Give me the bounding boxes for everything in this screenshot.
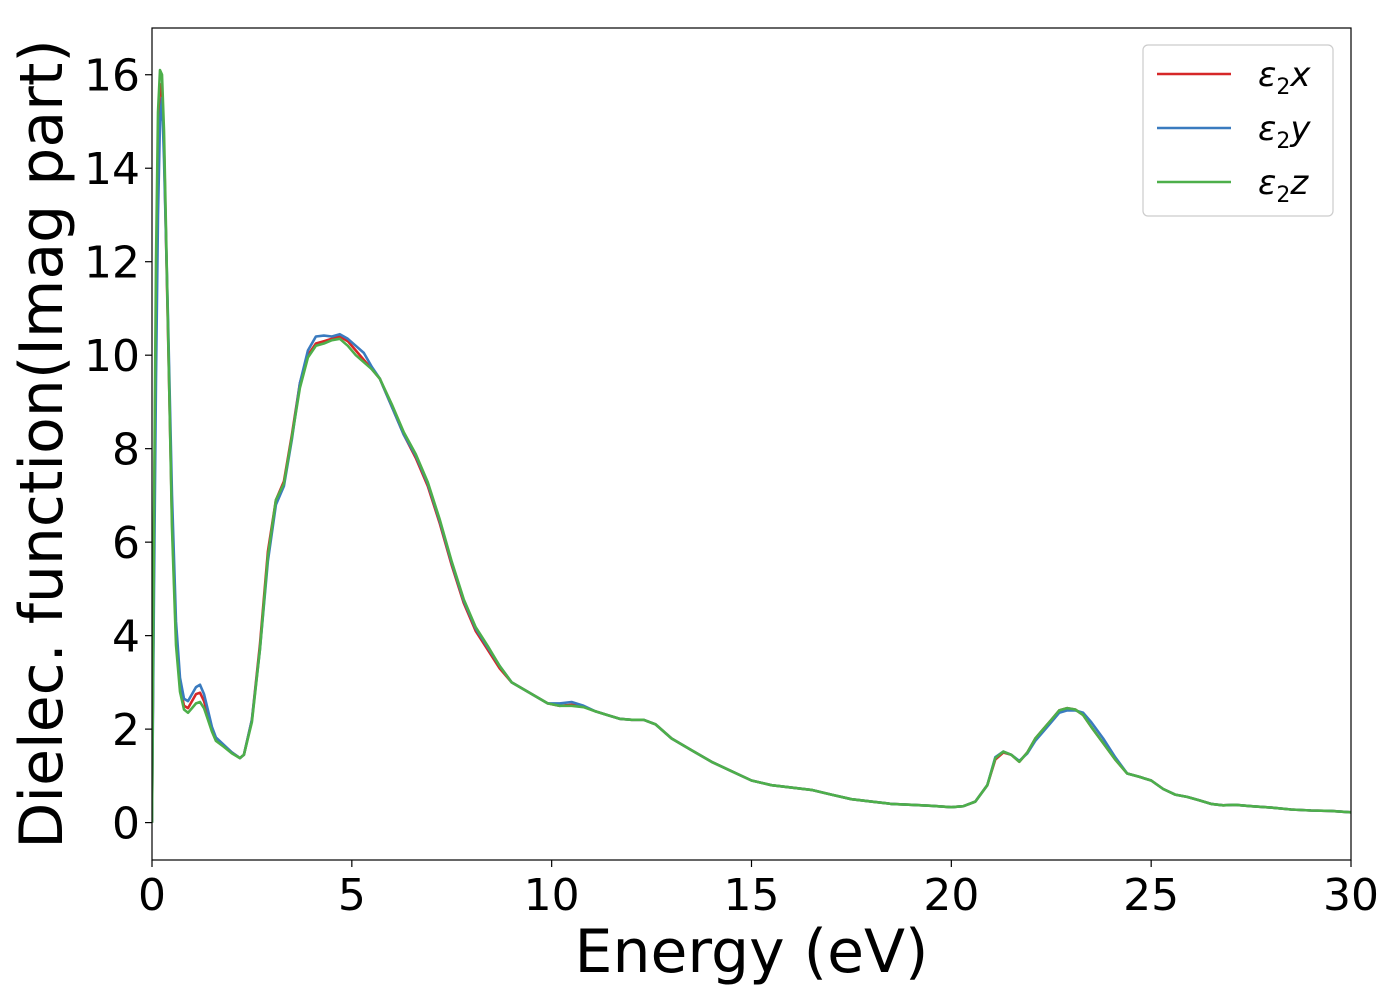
x-tick-label: 10 <box>524 870 580 921</box>
y-tick-label: 10 <box>84 331 140 382</box>
series-line-z <box>152 68 1351 823</box>
x-tick-label: 5 <box>338 870 366 921</box>
x-tick-label: 25 <box>1123 870 1179 921</box>
legend-label-x: ε2x <box>1258 55 1311 100</box>
x-axis: 0 5 10 15 20 25 30 <box>138 860 1379 921</box>
series-layer <box>152 68 1351 823</box>
y-tick-label: 14 <box>84 144 140 195</box>
legend-label-z: ε2z <box>1258 163 1309 208</box>
y-tick-label: 6 <box>112 518 140 569</box>
legend-box <box>1142 44 1334 217</box>
y-tick-label: 2 <box>112 705 140 756</box>
x-axis-label: Energy (eV) <box>575 917 929 987</box>
series-line-y <box>152 96 1351 823</box>
y-axis-label: Dielec. function(Imag part) <box>7 39 77 849</box>
y-axis: 0 2 4 6 8 10 12 14 16 <box>84 51 152 850</box>
x-tick-label: 30 <box>1323 870 1379 921</box>
y-tick-label: 16 <box>84 51 140 102</box>
y-tick-label: 8 <box>112 425 140 476</box>
y-tick-label: 0 <box>112 799 140 850</box>
x-tick-label: 0 <box>138 870 166 921</box>
y-tick-label: 12 <box>84 238 140 289</box>
legend: ε2x ε2y ε2z <box>1142 44 1334 217</box>
y-tick-label: 4 <box>112 612 140 663</box>
x-tick-label: 20 <box>923 870 979 921</box>
x-tick-label: 15 <box>724 870 780 921</box>
legend-label-y: ε2y <box>1258 109 1311 154</box>
